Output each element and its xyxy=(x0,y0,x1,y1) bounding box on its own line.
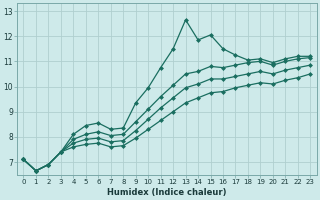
X-axis label: Humidex (Indice chaleur): Humidex (Indice chaleur) xyxy=(107,188,227,197)
